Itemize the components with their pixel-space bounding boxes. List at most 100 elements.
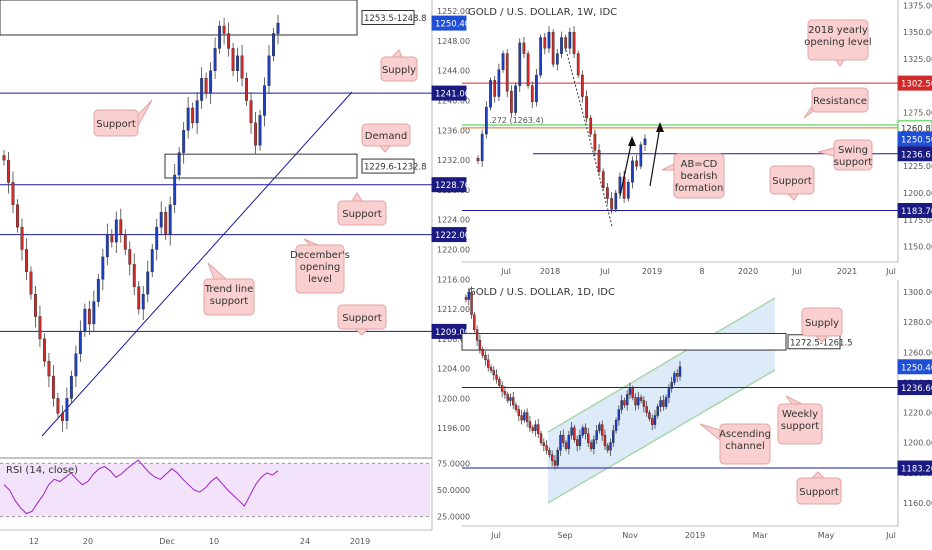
h4-candle [87,308,91,325]
h4-candle [159,212,163,228]
h4-zone [0,0,358,36]
d1-candle [473,314,476,330]
h4-y-tick-label: 1216.00 [437,275,470,284]
w1-callout-pointer [803,104,813,119]
d1-candle [584,427,587,434]
h4-candle [245,77,248,101]
d1-candle [673,373,676,383]
d1-candle [592,439,596,449]
w1-y-tick-label: 1175.00 [903,216,932,225]
w1-callout-text: Support [772,176,812,187]
h4-candle [200,77,204,101]
d1-x-tick-label: Mar [752,531,768,540]
d1-candle [553,460,557,466]
d1-price-tag-box [897,380,932,396]
d1-candle [634,397,637,406]
h4-candle [168,204,172,235]
w1-candle [493,80,497,97]
w1-callout-pointer [661,163,675,171]
h4-candle [51,375,55,399]
w1-candle [576,53,580,76]
d1-y-tick-label: 1160.00 [903,499,932,508]
d1-candle [651,418,654,425]
w1-candle [543,37,547,49]
h4-callout-text: Support [96,119,136,130]
d1-price-tag-box [897,460,932,476]
d1-x-tick-label: May [818,531,835,540]
h4-candle [42,338,46,362]
h4-candle [34,293,37,317]
d1-candle [595,430,598,440]
d1-candle [531,427,534,431]
d1-candle [542,442,546,446]
h4-candle [276,22,280,34]
d1-candle [514,404,518,410]
h4-y-tick-label: 1204.00 [437,365,470,374]
w1-callout-text: 2018 yearly opening level [804,25,871,48]
d1-callout-line: Ascending [719,429,771,440]
d1-candle [464,297,468,300]
h4-candle [213,48,217,71]
w1-candle [626,182,630,199]
h4-price-tag: 1241.00 [435,90,470,100]
h4-callout-pointer [137,99,153,127]
h4-candle [195,100,199,124]
d1-x-tick-label: Jul [490,531,501,540]
h4-candle [164,212,168,235]
w1-price-tag-box [897,146,932,162]
h4-candle [182,130,186,153]
h4-callout-text: Support [342,313,382,324]
d1-candle [603,434,607,446]
d1-callout-pointer [785,395,803,405]
w1-candle [555,53,559,65]
h4-pane: 1196.00 1200.00 1204.00 1208.00 1212.00 1216.… [0,0,470,546]
w1-arrow [619,139,633,197]
h4-candle [16,204,19,228]
d1-candle [556,450,559,466]
w1-y-tick-label: 1150.00 [903,243,932,252]
w1-x-tick-label: Jul [791,267,802,276]
h4-callout-pointer [303,238,319,246]
w1-candle [610,198,613,210]
h4-price-tag-box [431,15,467,31]
d1-candle [573,427,576,440]
d1-candle [545,445,548,451]
d1-candle [589,442,593,449]
d1-candle [517,409,521,416]
h4-candle [74,353,78,377]
h4-candle [114,219,118,243]
h4-candle [272,33,275,57]
h4-y-tick-label: 1236.00 [437,126,470,135]
d1-candle [500,385,504,392]
rsi-y-tick-label: 25.0000 [437,513,470,522]
h4-candle [227,33,231,49]
d1-callout-line: channel [725,441,765,452]
h4-callout-line: Trend line [204,284,254,295]
h4-candle [25,249,28,273]
d1-candle [642,400,646,407]
d1-price-tag-box [897,359,932,375]
d1-x-tick-label: Jul [885,531,896,540]
h4-y-tick-label: 1240.00 [437,97,470,106]
h4-candle [29,271,33,295]
w1-candle [631,160,634,183]
h4-candle [20,226,24,250]
h4-y-tick-label: 1200.00 [437,394,470,403]
d1-callout-box [719,423,771,465]
d1-candle [487,359,490,368]
h4-zone-label: 1253.5-1248.8 [364,14,427,24]
w1-y-tick-label: 1325.00 [903,55,932,64]
d1-candle [606,445,609,451]
rsi-y-tick-label: 50.0000 [437,486,470,495]
h4-callout-text: Demand [365,131,407,142]
d1-candle [637,397,640,406]
w1-candle [572,31,576,54]
w1-x-tick-label: Jul [885,267,896,276]
h4-candle [101,256,105,280]
d1-candle [676,373,679,377]
w1-callout-pointer [835,59,845,67]
h4-x-tick-label: Dec [159,537,174,546]
d1-candle [492,370,495,376]
h4-callout-pointer [390,49,403,58]
